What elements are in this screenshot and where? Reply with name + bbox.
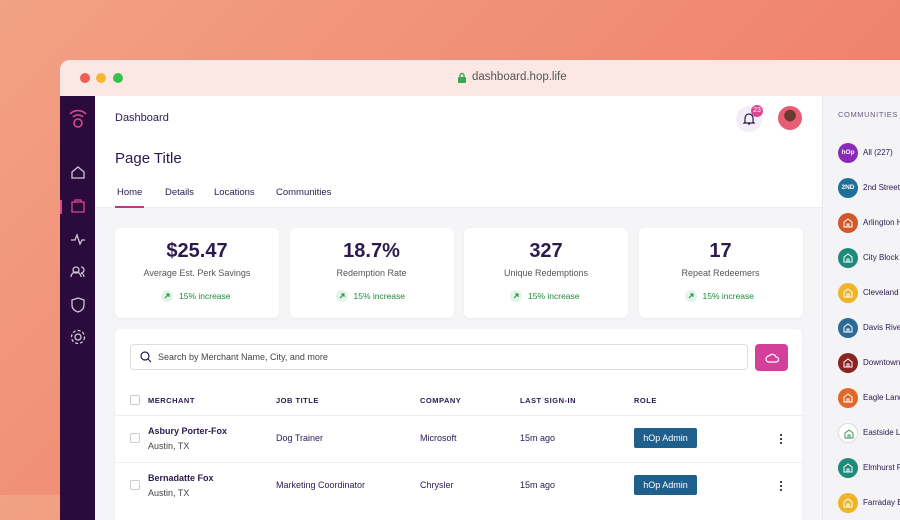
community-icon[interactable] — [838, 318, 858, 338]
stat-card: 327 Unique Redemptions 15% increase — [464, 228, 628, 318]
communities-title: COMMUNITIES — [838, 110, 898, 119]
top-area: Dashboard 23 Page Title Home Details Locat… — [95, 96, 822, 208]
community-icon[interactable] — [838, 353, 858, 373]
stat-label: Repeat Redeemers — [681, 268, 760, 278]
column-header: COMPANY — [420, 396, 462, 405]
maximize-dot[interactable] — [113, 73, 123, 83]
communities-panel: COMMUNITIES hOp All (227) 2ND 2nd Street Arl… — [822, 96, 900, 520]
breadcrumb: Dashboard — [115, 112, 169, 124]
stat-change: 15% increase — [353, 291, 406, 301]
browser-window: dashboard.hop.life Dashboard 23 Page Tit… — [60, 60, 900, 520]
community-name[interactable]: City Block — [863, 253, 899, 262]
stat-change: 15% increase — [702, 291, 755, 301]
community-name[interactable]: Cleveland — [863, 288, 899, 297]
stat-label: Redemption Rate — [336, 268, 407, 278]
lock-icon — [458, 72, 466, 83]
merchant-name[interactable]: Bernadatte Fox — [148, 473, 214, 483]
community-name[interactable]: Downtown — [863, 358, 900, 367]
job-title: Marketing Coordinator — [276, 480, 366, 490]
stat-card: 18.7% Redemption Rate 15% increase — [289, 228, 454, 318]
page-title: Page Title — [115, 150, 182, 167]
last-sign-in: 15m ago — [520, 433, 556, 443]
stat-value: 327 — [529, 240, 563, 262]
search-placeholder: Search by Merchant Name, City, and more — [158, 352, 328, 362]
avatar[interactable] — [778, 106, 802, 130]
community-name[interactable]: Arlington H — [863, 218, 900, 227]
community-name[interactable]: Eastside L — [863, 428, 900, 437]
merchant-city: Austin, TX — [148, 488, 190, 498]
merchant-name[interactable]: Asbury Porter-Fox — [148, 426, 228, 436]
column-header: LAST SIGN-IN — [520, 396, 576, 405]
community-icon[interactable] — [838, 283, 858, 303]
stat-value: 17 — [709, 240, 732, 262]
community-icon[interactable] — [838, 423, 858, 443]
community-name[interactable]: Farraday B — [863, 498, 900, 507]
company: Microsoft — [420, 433, 457, 443]
tab[interactable]: Locations — [214, 187, 255, 198]
row-menu[interactable] — [779, 479, 783, 492]
community-icon[interactable]: 2ND — [838, 178, 858, 198]
community-icon[interactable] — [838, 458, 858, 478]
last-sign-in: 15m ago — [520, 480, 556, 490]
row-divider — [115, 415, 802, 416]
community-name[interactable]: Davis Rive — [863, 323, 900, 332]
checkbox[interactable] — [130, 395, 140, 405]
company: Chrysler — [420, 480, 454, 490]
trend-icon — [684, 290, 697, 302]
community-name[interactable]: Elmhurst P — [863, 463, 900, 472]
cloud-icon — [765, 353, 779, 363]
community-name[interactable]: Eagle Land — [863, 393, 900, 402]
trend-icon — [161, 290, 173, 302]
title-bar: dashboard.hop.life — [60, 60, 900, 96]
row-divider — [115, 462, 802, 463]
minimize-dot[interactable] — [96, 73, 106, 83]
community-icon[interactable]: hOp — [838, 143, 858, 163]
stat-value: 18.7% — [343, 240, 400, 262]
search-box[interactable]: Search by Merchant Name, City, and more — [130, 344, 748, 370]
sidebar — [60, 96, 95, 520]
stat-label: Unique Redemptions — [503, 268, 589, 278]
url: dashboard.hop.life — [472, 71, 567, 83]
checkbox[interactable] — [130, 480, 140, 490]
stat-change: 15% increase — [179, 291, 231, 301]
nav-icons[interactable] — [60, 156, 95, 356]
trend-icon — [335, 290, 348, 302]
community-name[interactable]: All (227) — [863, 148, 893, 157]
row-menu[interactable] — [779, 432, 783, 445]
role-badge: hOp Admin — [634, 428, 697, 448]
table-card: Search by Merchant Name, City, and more … — [115, 329, 802, 520]
stat-value: $25.47 — [166, 240, 228, 262]
stat-card: $25.47 Average Est. Perk Savings 15% incre… — [115, 228, 279, 318]
column-header: MERCHANT — [148, 396, 195, 405]
tab[interactable]: Details — [165, 187, 195, 198]
community-icon[interactable] — [838, 248, 858, 268]
column-header: JOB TITLE — [276, 396, 319, 405]
tab[interactable]: Communities — [276, 187, 332, 198]
job-title: Dog Trainer — [276, 433, 324, 443]
community-icon[interactable] — [838, 388, 858, 408]
tab[interactable]: Home — [115, 187, 145, 208]
cloud-button[interactable] — [755, 344, 788, 371]
search-icon — [140, 351, 152, 363]
stat-card: 17 Repeat Redeemers 15% increase — [638, 228, 803, 318]
logo — [69, 109, 87, 128]
checkbox[interactable] — [130, 433, 140, 443]
community-name[interactable]: 2nd Street — [863, 183, 900, 192]
stat-label: Average Est. Perk Savings — [143, 268, 251, 278]
community-icon[interactable] — [838, 493, 858, 513]
notification-badge: 23 — [751, 105, 763, 117]
column-header: ROLE — [634, 396, 657, 405]
bell-button[interactable]: 23 — [736, 105, 763, 132]
community-icon[interactable] — [838, 213, 858, 233]
trend-icon — [510, 290, 522, 302]
close-dot[interactable] — [80, 73, 90, 83]
merchant-city: Austin, TX — [148, 441, 190, 451]
stat-change: 15% increase — [528, 291, 580, 301]
role-badge: hOp Admin — [634, 475, 697, 495]
bell-icon — [742, 113, 756, 125]
